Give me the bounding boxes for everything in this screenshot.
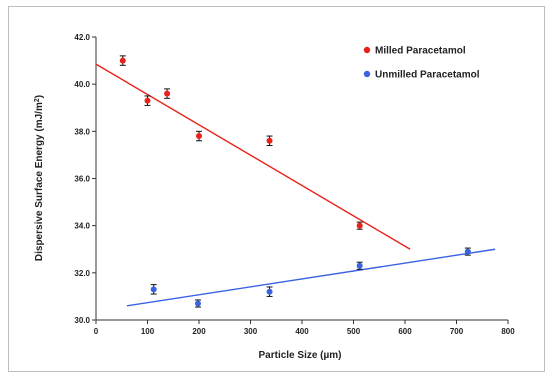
y-tick-label: 40.0 [74,80,90,89]
y-axis-title-close: ) [34,95,45,98]
y-tick-label: 38.0 [74,127,90,136]
x-tick-label: 400 [295,327,309,336]
legend: Milled Paracetamol Unmilled Paracetamol [363,46,480,81]
legend-label-unmilled: Unmilled Paracetamol [375,70,480,81]
data-point-milled [196,133,202,140]
trendline-unmilled [126,248,496,307]
y-axis-title-main: Dispersive Surface Energy (mJ/m [34,102,45,261]
y-tick-label: 32.0 [74,269,90,278]
y-tick-label: 34.0 [74,222,90,231]
x-tick-label: 600 [398,327,412,336]
x-axis-title: Particle Size (µm) [258,350,341,361]
x-tick-label: 800 [501,327,515,336]
chart-frame [8,6,545,372]
data-points [119,55,471,308]
data-point-unmilled [464,248,471,255]
data-point-unmilled [150,286,157,293]
y-tick-label: 30.0 [74,316,90,325]
x-tick-label: 500 [347,327,361,336]
data-point-milled [356,222,363,229]
y-tick-label: 42.0 [74,33,90,42]
data-point-unmilled [266,288,273,295]
legend-marker-milled [363,46,371,54]
x-tick-label: 0 [94,327,99,336]
data-point-milled [119,57,126,64]
x-tick-label: 700 [450,327,464,336]
y-axis-title-sup: 2 [34,98,41,102]
data-point-milled [164,90,171,97]
legend-marker-unmilled [363,70,371,78]
data-point-unmilled [194,300,201,307]
legend-label-milled: Milled Paracetamol [375,46,466,57]
x-tick-label: 300 [244,327,258,336]
x-tick-label: 200 [192,327,206,336]
data-point-milled [266,137,273,144]
trendline-milled [95,63,411,250]
trendlines [95,63,496,307]
x-tick-label: 100 [141,327,155,336]
y-axis-title: Dispersive Surface Energy (mJ/m2) [34,95,46,261]
data-point-milled [144,97,151,104]
data-point-unmilled [356,262,363,269]
axes: 30.0 32.0 34.0 36.0 38.0 40.0 42.0 0 100 200 300 40… [74,33,515,336]
y-tick-label: 36.0 [74,175,90,184]
